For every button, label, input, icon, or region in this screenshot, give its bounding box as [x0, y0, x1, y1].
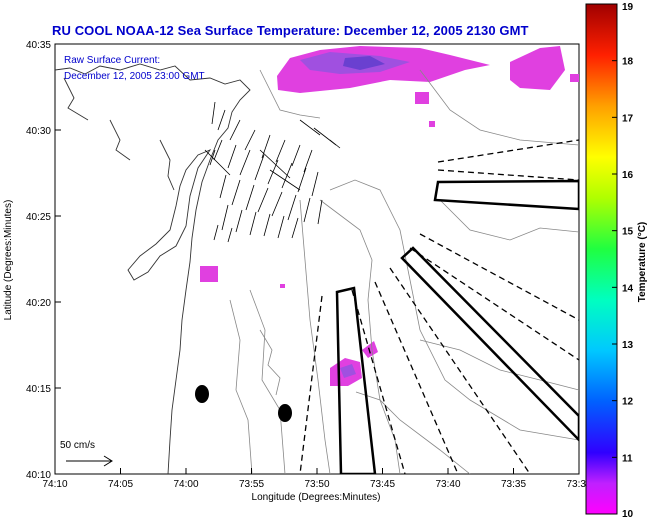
x-tick-label: 73:30 [566, 479, 591, 490]
x-tick-label: 74:00 [173, 479, 198, 490]
map-title: RU COOL NOAA-12 Sea Surface Temperature:… [52, 23, 529, 38]
bathymetry-contours [229, 69, 579, 474]
x-tick-label: 73:45 [370, 479, 395, 490]
colorbar-tick-label: 10 [622, 509, 634, 519]
radar-beams [335, 179, 579, 474]
colorbar-ticks: 19 18 17 16 15 14 13 12 11 10 [612, 2, 634, 519]
colorbar-label: Temperature (°C) [637, 222, 648, 303]
surface-current-vectors [204, 101, 341, 243]
site-marker-1 [195, 385, 209, 403]
y-axis-ticks: 40:35 40:30 40:25 40:20 40:15 40:10 [26, 40, 61, 481]
x-tick-label: 73:50 [304, 479, 329, 490]
x-tick-label: 73:35 [501, 479, 526, 490]
y-tick-label: 40:10 [26, 470, 51, 481]
scale-label: 50 cm/s [60, 440, 95, 451]
scale-arrow [66, 455, 113, 467]
y-tick-label: 40:35 [26, 40, 51, 51]
radar-sector-lines [299, 139, 579, 474]
colorbar-tick-label: 17 [622, 113, 634, 124]
site-marker-2 [278, 404, 292, 422]
colorbar-tick-label: 16 [622, 170, 634, 181]
colorbar-tick-label: 19 [622, 2, 634, 13]
y-axis-label: Latitude (Degrees:Minutes) [3, 200, 14, 321]
colorbar-tick-label: 12 [622, 397, 634, 408]
plot-frame [54, 43, 580, 475]
x-axis-ticks: 74:10 74:05 74:00 73:55 73:50 73:45 73:40 73:35… [42, 468, 592, 490]
x-tick-label: 74:10 [42, 479, 67, 490]
y-tick-label: 40:25 [26, 212, 51, 223]
x-tick-label: 74:05 [108, 479, 133, 490]
colorbar-tick-label: 14 [622, 283, 634, 294]
x-axis-label: Longitude (Degrees:Minutes) [252, 492, 381, 503]
colorbar-tick-label: 13 [622, 340, 634, 351]
x-tick-label: 73:40 [435, 479, 460, 490]
colorbar-tick-label: 11 [622, 453, 633, 464]
current-annotation-line1: Raw Surface Current: [64, 55, 160, 66]
x-tick-label: 73:55 [239, 479, 264, 490]
colorbar [585, 3, 618, 515]
coastline [55, 63, 251, 474]
current-annotation-line2: December 12, 2005 23:00 GMT [64, 71, 205, 82]
y-tick-label: 40:20 [26, 298, 51, 309]
y-tick-label: 40:15 [26, 384, 51, 395]
colorbar-tick-label: 18 [622, 57, 634, 68]
colorbar-tick-label: 15 [622, 227, 634, 238]
y-tick-label: 40:30 [26, 126, 51, 137]
